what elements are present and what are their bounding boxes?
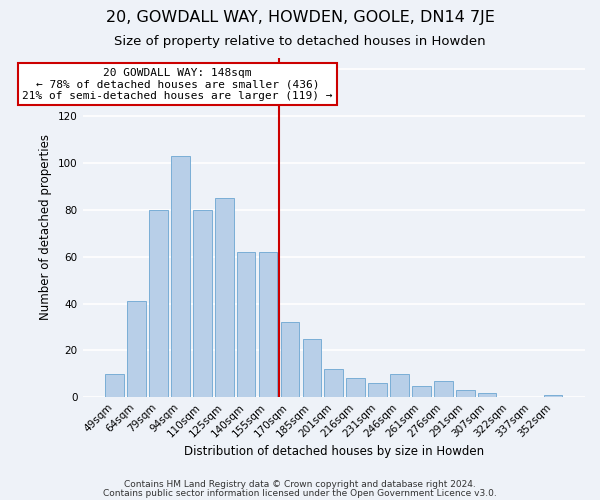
Bar [478,392,496,397]
Bar [237,252,256,397]
Bar [412,386,431,397]
Bar [434,381,452,397]
Text: Contains public sector information licensed under the Open Government Licence v3: Contains public sector information licen… [103,488,497,498]
Bar [193,210,212,397]
Bar [390,374,409,397]
Bar [456,390,475,397]
Bar [149,210,168,397]
Y-axis label: Number of detached properties: Number of detached properties [40,134,52,320]
Bar [259,252,277,397]
Text: Size of property relative to detached houses in Howden: Size of property relative to detached ho… [114,35,486,48]
Bar [368,383,387,397]
Bar [544,395,562,397]
Bar [171,156,190,397]
Bar [325,369,343,397]
Bar [281,322,299,397]
Bar [127,301,146,397]
Bar [106,374,124,397]
X-axis label: Distribution of detached houses by size in Howden: Distribution of detached houses by size … [184,444,484,458]
Text: 20 GOWDALL WAY: 148sqm
← 78% of detached houses are smaller (436)
21% of semi-de: 20 GOWDALL WAY: 148sqm ← 78% of detached… [22,68,332,101]
Bar [302,338,321,397]
Text: 20, GOWDALL WAY, HOWDEN, GOOLE, DN14 7JE: 20, GOWDALL WAY, HOWDEN, GOOLE, DN14 7JE [106,10,494,25]
Bar [346,378,365,397]
Bar [215,198,233,397]
Text: Contains HM Land Registry data © Crown copyright and database right 2024.: Contains HM Land Registry data © Crown c… [124,480,476,489]
